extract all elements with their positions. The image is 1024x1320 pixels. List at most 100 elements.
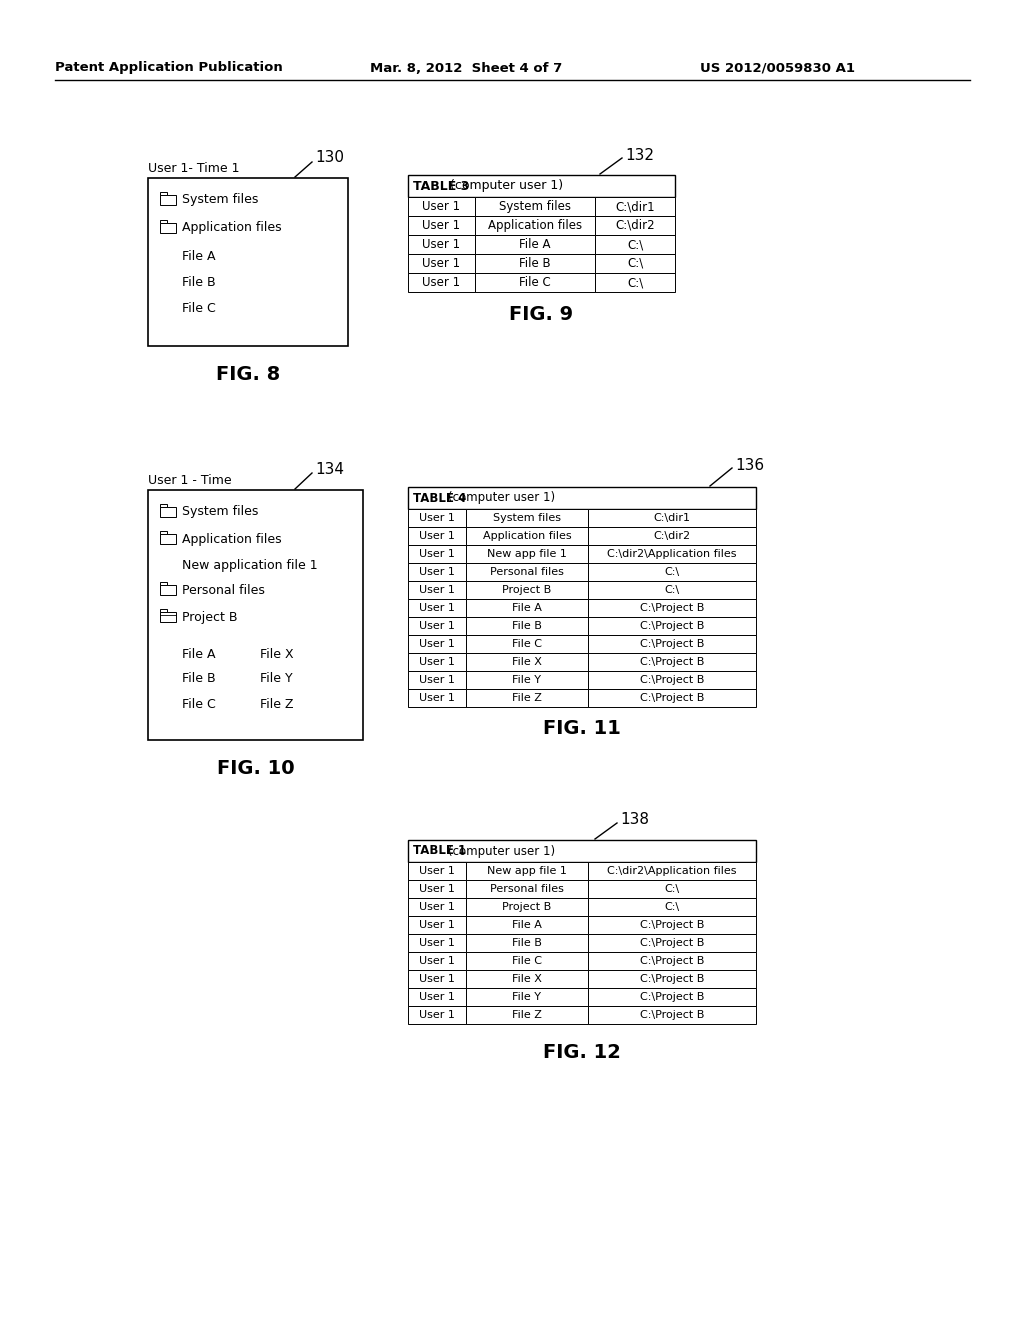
Text: User 1: User 1 (419, 675, 455, 685)
Bar (408, 510, 466, 527)
Text: FIG. 9: FIG. 9 (509, 305, 573, 323)
Bar (160, 533, 176, 544)
Text: User 1: User 1 (419, 956, 455, 966)
Bar (588, 671, 756, 689)
Bar (160, 195, 176, 205)
Bar (466, 545, 588, 564)
Text: File C: File C (182, 301, 216, 314)
Bar (408, 599, 466, 616)
Text: 130: 130 (315, 150, 344, 165)
Text: File Y: File Y (260, 672, 293, 685)
Bar (475, 253, 595, 273)
Bar (160, 609, 167, 612)
Text: File Z: File Z (512, 1010, 542, 1020)
Text: Application files: Application files (488, 219, 582, 232)
Text: File X: File X (512, 974, 542, 983)
Bar (408, 916, 466, 935)
Text: C:\Project B: C:\Project B (640, 620, 705, 631)
Text: File A: File A (512, 920, 542, 931)
Text: C:\dir2: C:\dir2 (615, 219, 654, 232)
Text: File B: File B (182, 276, 216, 289)
Bar (408, 253, 475, 273)
Text: Personal files: Personal files (490, 884, 564, 894)
Text: User 1: User 1 (419, 549, 455, 558)
Bar (408, 216, 475, 235)
Bar (588, 581, 756, 599)
Bar (466, 671, 588, 689)
Text: User 1: User 1 (423, 219, 461, 232)
Bar (466, 935, 588, 952)
Bar (588, 987, 756, 1006)
Text: User 1: User 1 (423, 257, 461, 271)
Text: 134: 134 (315, 462, 344, 478)
Text: Project B: Project B (182, 610, 238, 623)
Text: File X: File X (512, 657, 542, 667)
Text: File Z: File Z (512, 693, 542, 704)
Bar (588, 935, 756, 952)
Bar (408, 616, 466, 635)
Text: File A: File A (182, 648, 215, 660)
Text: C:\: C:\ (665, 568, 680, 577)
Bar (466, 916, 588, 935)
Bar (408, 545, 466, 564)
Text: US 2012/0059830 A1: US 2012/0059830 A1 (700, 62, 855, 74)
Bar (595, 235, 675, 253)
Bar (466, 564, 588, 581)
Text: User 1: User 1 (419, 939, 455, 948)
Text: User 1: User 1 (419, 568, 455, 577)
Text: C:\: C:\ (627, 257, 643, 271)
Text: File B: File B (512, 939, 542, 948)
Bar (588, 599, 756, 616)
Text: C:\Project B: C:\Project B (640, 1010, 705, 1020)
Bar (588, 527, 756, 545)
Text: Project B: Project B (503, 585, 552, 595)
Bar (466, 510, 588, 527)
Bar (466, 880, 588, 898)
Text: New app file 1: New app file 1 (487, 549, 567, 558)
Text: C:\dir2: C:\dir2 (653, 531, 690, 541)
Bar (588, 564, 756, 581)
Text: File A: File A (182, 249, 215, 263)
Bar (408, 564, 466, 581)
Bar (588, 689, 756, 708)
Bar (160, 191, 167, 195)
Text: User 1: User 1 (419, 974, 455, 983)
Bar (588, 970, 756, 987)
Text: User 1: User 1 (419, 639, 455, 649)
Text: User 1: User 1 (423, 276, 461, 289)
Text: Mar. 8, 2012  Sheet 4 of 7: Mar. 8, 2012 Sheet 4 of 7 (370, 62, 562, 74)
Bar (160, 612, 176, 622)
Text: C:\Project B: C:\Project B (640, 675, 705, 685)
Text: TABLE 3: TABLE 3 (413, 180, 474, 193)
Text: File C: File C (182, 697, 216, 710)
Bar (588, 916, 756, 935)
Text: Patent Application Publication: Patent Application Publication (55, 62, 283, 74)
Text: File B: File B (512, 620, 542, 631)
Text: File B: File B (519, 257, 551, 271)
Bar (475, 273, 595, 292)
Text: File A: File A (519, 238, 551, 251)
Bar (588, 862, 756, 880)
Bar (408, 970, 466, 987)
Text: User 1: User 1 (419, 920, 455, 931)
Text: File Z: File Z (260, 697, 294, 710)
Text: FIG. 12: FIG. 12 (543, 1043, 621, 1061)
Text: C:\Project B: C:\Project B (640, 974, 705, 983)
Bar (595, 216, 675, 235)
Text: (computer user 1): (computer user 1) (451, 180, 563, 193)
Text: C:\: C:\ (665, 884, 680, 894)
Bar (160, 507, 176, 517)
Text: TABLE 4: TABLE 4 (413, 491, 470, 504)
Bar (588, 952, 756, 970)
Text: User 1: User 1 (419, 902, 455, 912)
Bar (595, 197, 675, 216)
Text: Application files: Application files (182, 222, 282, 235)
Text: User 1: User 1 (419, 513, 455, 523)
Bar (466, 862, 588, 880)
Text: User 1: User 1 (419, 866, 455, 876)
Text: User 1: User 1 (419, 884, 455, 894)
Bar (588, 635, 756, 653)
Text: 136: 136 (735, 458, 764, 473)
Text: C:\: C:\ (627, 276, 643, 289)
Bar (466, 1006, 588, 1024)
